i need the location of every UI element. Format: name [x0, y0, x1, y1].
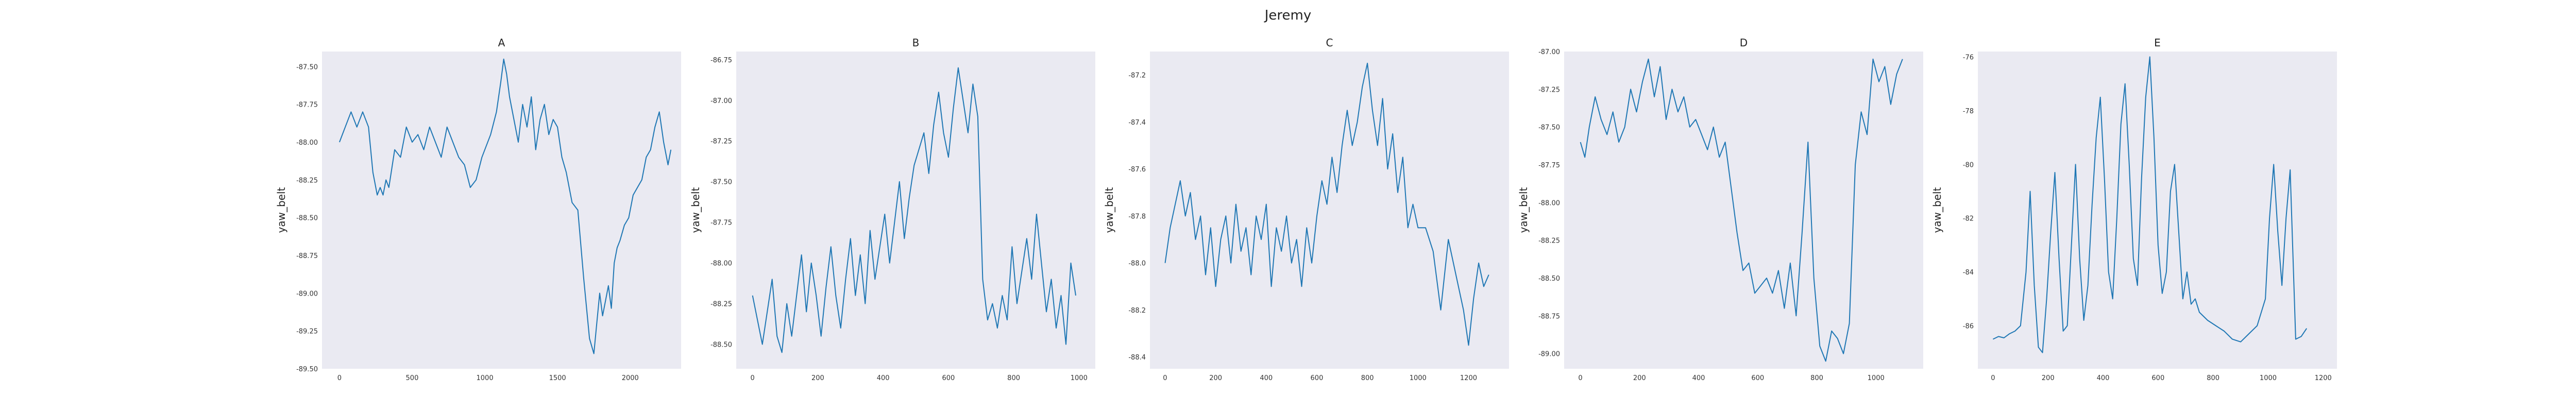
y-tick-label: -88.25	[1538, 237, 1560, 245]
y-tick-label: -88.00	[296, 139, 318, 147]
x-tick-label: 600	[1311, 374, 1324, 382]
series-line	[338, 58, 672, 354]
x-tick-label: 500	[406, 374, 419, 382]
x-tick-label: 1000	[1071, 374, 1088, 382]
x-tick-label: 600	[1751, 374, 1764, 382]
y-tick-label: -87.75	[296, 101, 318, 109]
x-tick-label: 400	[1692, 374, 1705, 382]
subplot-b: B 0 200 400 600 800 1000 -88.50 -88.25 -88.00 -87.…	[689, 37, 1095, 382]
y-tick-label: -87.4	[1128, 119, 1146, 127]
x-tick-label: 0	[337, 374, 342, 382]
x-tick-label: 200	[1209, 374, 1222, 382]
y-tick-label: -87.2	[1128, 72, 1146, 80]
y-tick-label: -88.50	[296, 215, 318, 222]
plot-area	[322, 52, 681, 369]
y-tick-label: -88.50	[710, 341, 732, 349]
y-tick-label: -88.00	[1538, 199, 1560, 207]
x-tick-label: 800	[2207, 374, 2219, 382]
y-tick-label: -87.50	[296, 63, 318, 71]
plot-area	[1978, 52, 2337, 369]
x-tick-label: 1000	[2260, 374, 2277, 382]
figure-title: Jeremy	[1264, 8, 1312, 23]
subplot-title: C	[1326, 37, 1333, 49]
y-tick-label: -86	[1963, 322, 1974, 330]
subplot-e: E 0 200 400 600 800 1000 1200 -86 -84 -82 -80 -78 -76…	[1931, 37, 2337, 382]
y-axis-label: yaw_belt	[1103, 187, 1115, 233]
y-tick-label: -87.00	[1538, 48, 1560, 56]
x-tick-label: 200	[2042, 374, 2055, 382]
y-axis-label: yaw_belt	[1517, 187, 1530, 233]
subplot-c: C 0 200 400 600 800 1000 1200 -88.4 -88.2 -88.0 -87…	[1103, 37, 1509, 382]
y-tick-label: -86.75	[710, 57, 732, 64]
series-line	[1992, 56, 2308, 353]
subplot-title: E	[2154, 37, 2161, 49]
series-line	[752, 67, 1076, 353]
series-line	[1164, 62, 1489, 346]
x-tick-label: 400	[877, 374, 890, 382]
x-tick-label: 0	[751, 374, 755, 382]
plot-area	[1150, 52, 1509, 369]
subplot-title: D	[1740, 37, 1748, 49]
x-tick-label: 800	[1007, 374, 1020, 382]
x-tick-label: 1500	[549, 374, 566, 382]
y-tick-label: -87.50	[710, 179, 732, 186]
plot-area	[736, 52, 1095, 369]
y-axis-label: yaw_belt	[275, 187, 287, 233]
x-tick-label: 1000	[1868, 374, 1885, 382]
x-tick-label: 1000	[1410, 374, 1427, 382]
x-tick-label: 800	[1361, 374, 1374, 382]
x-tick-label: 200	[1633, 374, 1646, 382]
y-tick-label: -88.00	[710, 260, 732, 268]
y-tick-label: -82	[1963, 215, 1974, 223]
y-tick-label: -84	[1963, 269, 1974, 277]
y-tick-label: -78	[1963, 108, 1974, 115]
y-tick-label: -88.0	[1128, 260, 1146, 268]
y-tick-label: -88.75	[1538, 313, 1560, 320]
x-tick-label: 1200	[1460, 374, 1477, 382]
x-tick-label: 400	[2097, 374, 2110, 382]
y-tick-label: -80	[1963, 161, 1974, 169]
plot-area	[1564, 52, 1923, 369]
y-tick-label: -87.50	[1538, 124, 1560, 132]
x-tick-label: 1200	[2315, 374, 2332, 382]
subplots: A0 500 1000 1500 2000-89.50-89.25-89.00-88.7…	[275, 37, 2337, 382]
y-tick-label: -87.00	[710, 97, 732, 105]
x-tick-label: 0	[1991, 374, 1995, 382]
x-tick-label: 200	[811, 374, 824, 382]
y-tick-label: -89.25	[296, 328, 318, 336]
x-tick-label: 800	[1810, 374, 1823, 382]
y-tick-label: -87.25	[710, 138, 732, 146]
y-tick-label: -88.50	[1538, 275, 1560, 283]
y-tick-label: -87.75	[710, 219, 732, 227]
y-axis-label: yaw_belt	[1931, 187, 1943, 233]
subplot-title: A	[498, 37, 505, 49]
y-tick-label: -88.2	[1128, 307, 1146, 315]
subplot-d: D 0 200 400 600 800 1000 -89.00 -88.75 -88.50 -88.…	[1517, 37, 1923, 382]
y-tick-label: -89.50	[296, 366, 318, 373]
x-tick-label: 2000	[622, 374, 639, 382]
y-tick-label: -88.25	[710, 301, 732, 308]
y-tick-label: -87.8	[1128, 213, 1146, 220]
y-tick-label: -88.25	[296, 177, 318, 184]
x-tick-label: 600	[942, 374, 955, 382]
series-line	[1580, 58, 1903, 362]
x-tick-label: 0	[1578, 374, 1582, 382]
y-tick-label: -87.25	[1538, 86, 1560, 94]
subplot-title: B	[912, 37, 920, 49]
y-tick-label: -87.6	[1128, 166, 1146, 174]
y-tick-label: -88.4	[1128, 354, 1146, 362]
x-tick-label: 600	[2151, 374, 2164, 382]
y-tick-label: -89.00	[296, 290, 318, 298]
subplot-a: A 0 500 1000 1500 2000 -89.50 -89.25 -89.00 -88.7…	[275, 37, 681, 382]
y-axis-label: yaw_belt	[689, 187, 702, 233]
x-tick-label: 400	[1260, 374, 1273, 382]
y-tick-label: -87.75	[1538, 162, 1560, 169]
y-tick-label: -89.00	[1538, 351, 1560, 358]
x-tick-label: 0	[1163, 374, 1167, 382]
y-tick-label: -88.75	[296, 252, 318, 260]
y-tick-label: -76	[1963, 54, 1974, 61]
x-tick-label: 1000	[477, 374, 494, 382]
